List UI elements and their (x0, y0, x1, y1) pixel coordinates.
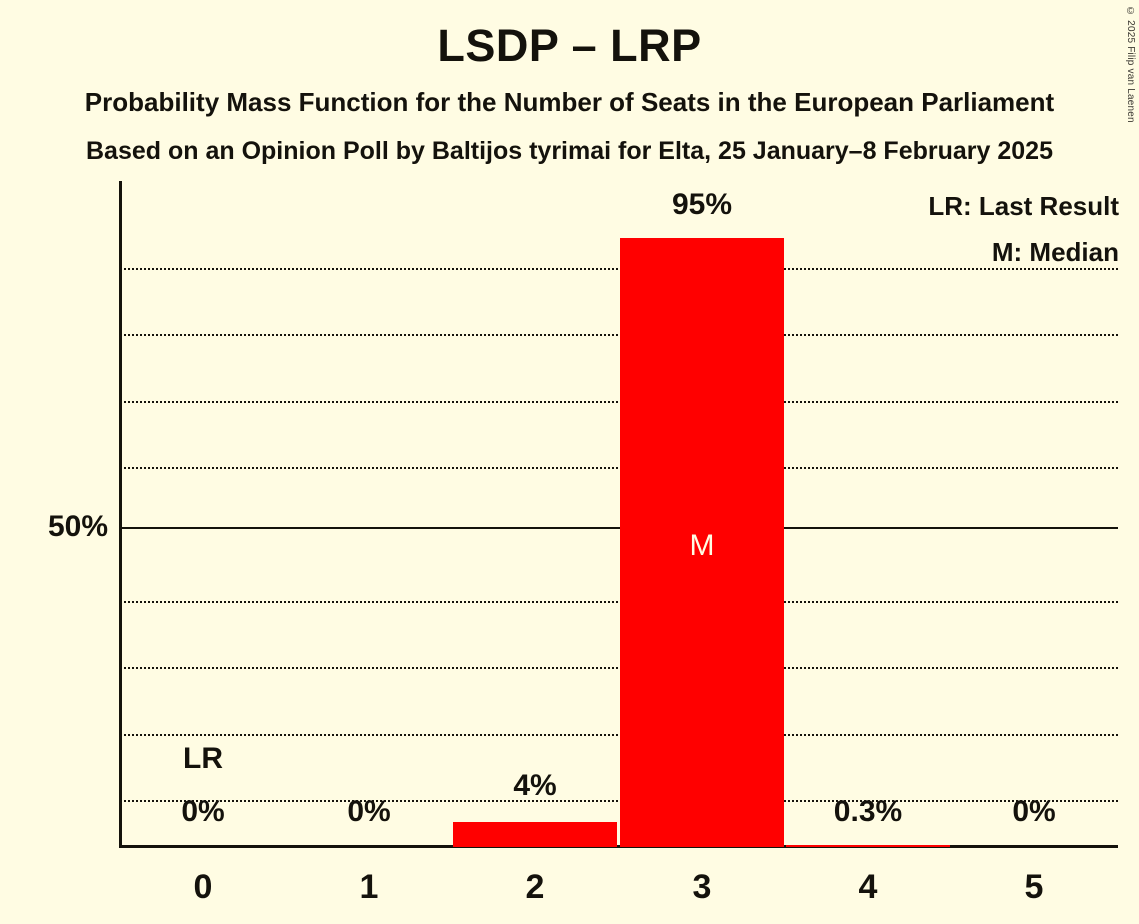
x-tick-2: 2 (525, 868, 545, 906)
y-axis-line (119, 181, 122, 848)
chart-subtitle-source: Based on an Opinion Poll by Baltijos tyr… (86, 137, 1053, 165)
chart-subtitle-primary: Probability Mass Function for the Number… (84, 87, 1055, 117)
legend-item-last-result: LR: Last Result (928, 191, 1119, 221)
value-label-seat-4: 0.3% (833, 795, 903, 828)
y-axis-label-50: 50% (47, 510, 108, 543)
gridline-90 (120, 267, 1118, 270)
value-label-seat-3: 95% (671, 188, 733, 221)
bar-seat-4 (786, 845, 950, 847)
last-result-marker: LR (183, 742, 223, 775)
x-tick-3: 3 (692, 868, 712, 906)
chart-legend: LR: Last Result M: Median (928, 183, 1119, 275)
gridline-80 (120, 334, 1118, 337)
value-label-seat-5: 0% (1012, 795, 1056, 828)
gridline-50 (120, 527, 1118, 529)
bar-seat-2 (453, 822, 617, 847)
value-label-seat-0: 0% (181, 795, 225, 828)
bar-seat-3 (620, 238, 784, 847)
plot-area: M (120, 181, 1118, 847)
gridline-20 (120, 733, 1118, 736)
gridline-10 (120, 800, 1118, 803)
x-tick-5: 5 (1024, 868, 1044, 906)
x-axis-line (119, 845, 1118, 848)
gridline-40 (120, 600, 1118, 603)
legend-item-median: M: Median (991, 237, 1119, 267)
x-tick-0: 0 (193, 868, 213, 906)
median-marker: M (689, 529, 715, 562)
copyright-notice: © 2025 Filip van Laenen (1125, 6, 1136, 123)
gridline-30 (120, 667, 1118, 670)
x-tick-4: 4 (858, 868, 878, 906)
gridline-60 (120, 467, 1118, 470)
x-tick-1: 1 (359, 868, 379, 906)
gridline-70 (120, 400, 1118, 403)
chart-title: LSDP – LRP (437, 20, 702, 71)
value-label-seat-2: 4% (513, 769, 557, 802)
value-label-seat-1: 0% (347, 795, 391, 828)
